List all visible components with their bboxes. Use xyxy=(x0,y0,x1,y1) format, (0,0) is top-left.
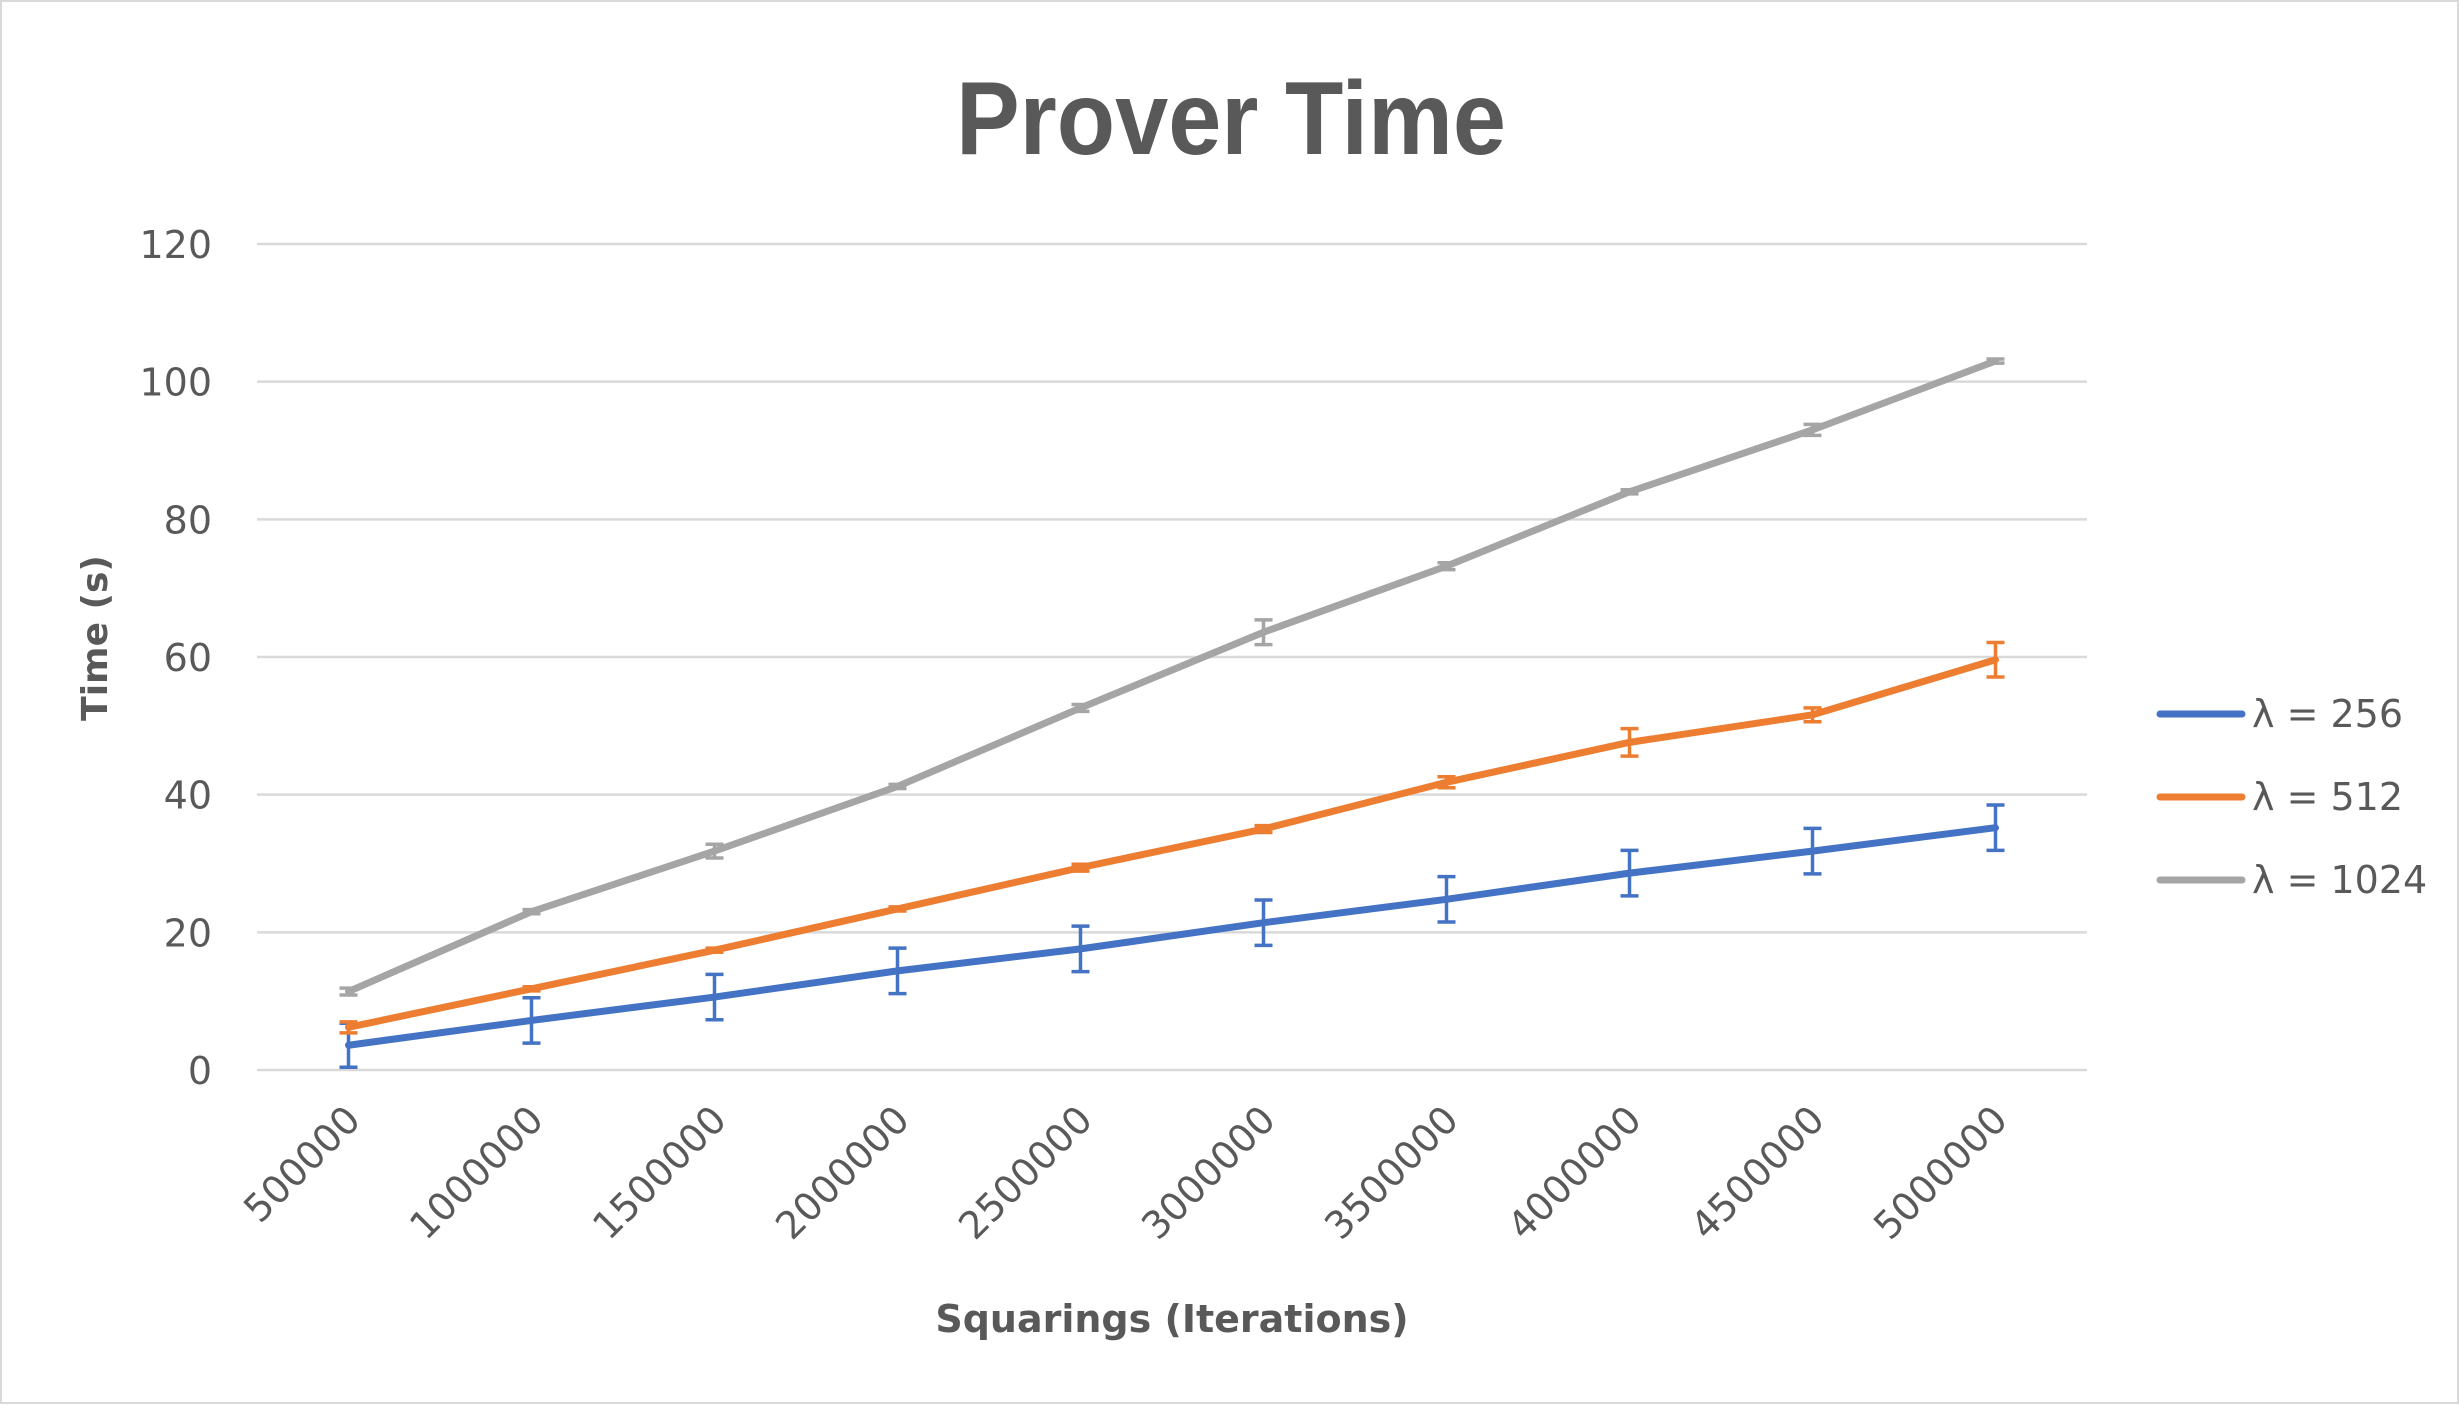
x-tick-label: 500000 xyxy=(235,1097,369,1231)
x-tick-label: 2000000 xyxy=(767,1097,918,1248)
legend-label: λ = 1024 xyxy=(2252,858,2427,902)
y-tick-labels: 0 20 40 60 80 100 120 xyxy=(139,223,212,1093)
chart-title: Prover Time xyxy=(956,61,1506,177)
series-line xyxy=(349,828,1996,1046)
series-2 xyxy=(340,643,2005,1033)
y-tick-label: 100 xyxy=(139,361,212,405)
y-axis-title: Time (s) xyxy=(75,555,116,721)
x-tick-label: 5000000 xyxy=(1865,1097,2016,1248)
x-tick-label: 2500000 xyxy=(950,1097,1101,1248)
series-3 xyxy=(340,359,2005,995)
x-tick-label: 3500000 xyxy=(1316,1097,1467,1248)
y-tick-label: 120 xyxy=(139,223,212,267)
y-tick-label: 20 xyxy=(164,911,212,955)
x-tick-label: 3000000 xyxy=(1133,1097,1284,1248)
grid-layer xyxy=(257,244,2087,1070)
series-1 xyxy=(340,805,2005,1067)
y-tick-label: 80 xyxy=(164,498,212,542)
y-tick-label: 0 xyxy=(188,1049,212,1093)
series-layer xyxy=(340,359,2005,1067)
x-axis-title: Squarings (Iterations) xyxy=(935,1297,1408,1341)
x-tick-label: 4000000 xyxy=(1499,1097,1650,1248)
y-tick-label: 60 xyxy=(164,636,212,680)
legend: λ = 256 λ = 512 λ = 1024 xyxy=(2160,692,2427,902)
legend-label: λ = 512 xyxy=(2252,775,2403,819)
x-tick-label: 1500000 xyxy=(584,1097,735,1248)
series-line xyxy=(349,361,1996,992)
y-tick-label: 40 xyxy=(164,774,212,818)
x-tick-label: 4500000 xyxy=(1682,1097,1833,1248)
x-tick-label: 1000000 xyxy=(401,1097,552,1248)
legend-label: λ = 256 xyxy=(2252,692,2403,736)
series-line xyxy=(349,660,1996,1028)
